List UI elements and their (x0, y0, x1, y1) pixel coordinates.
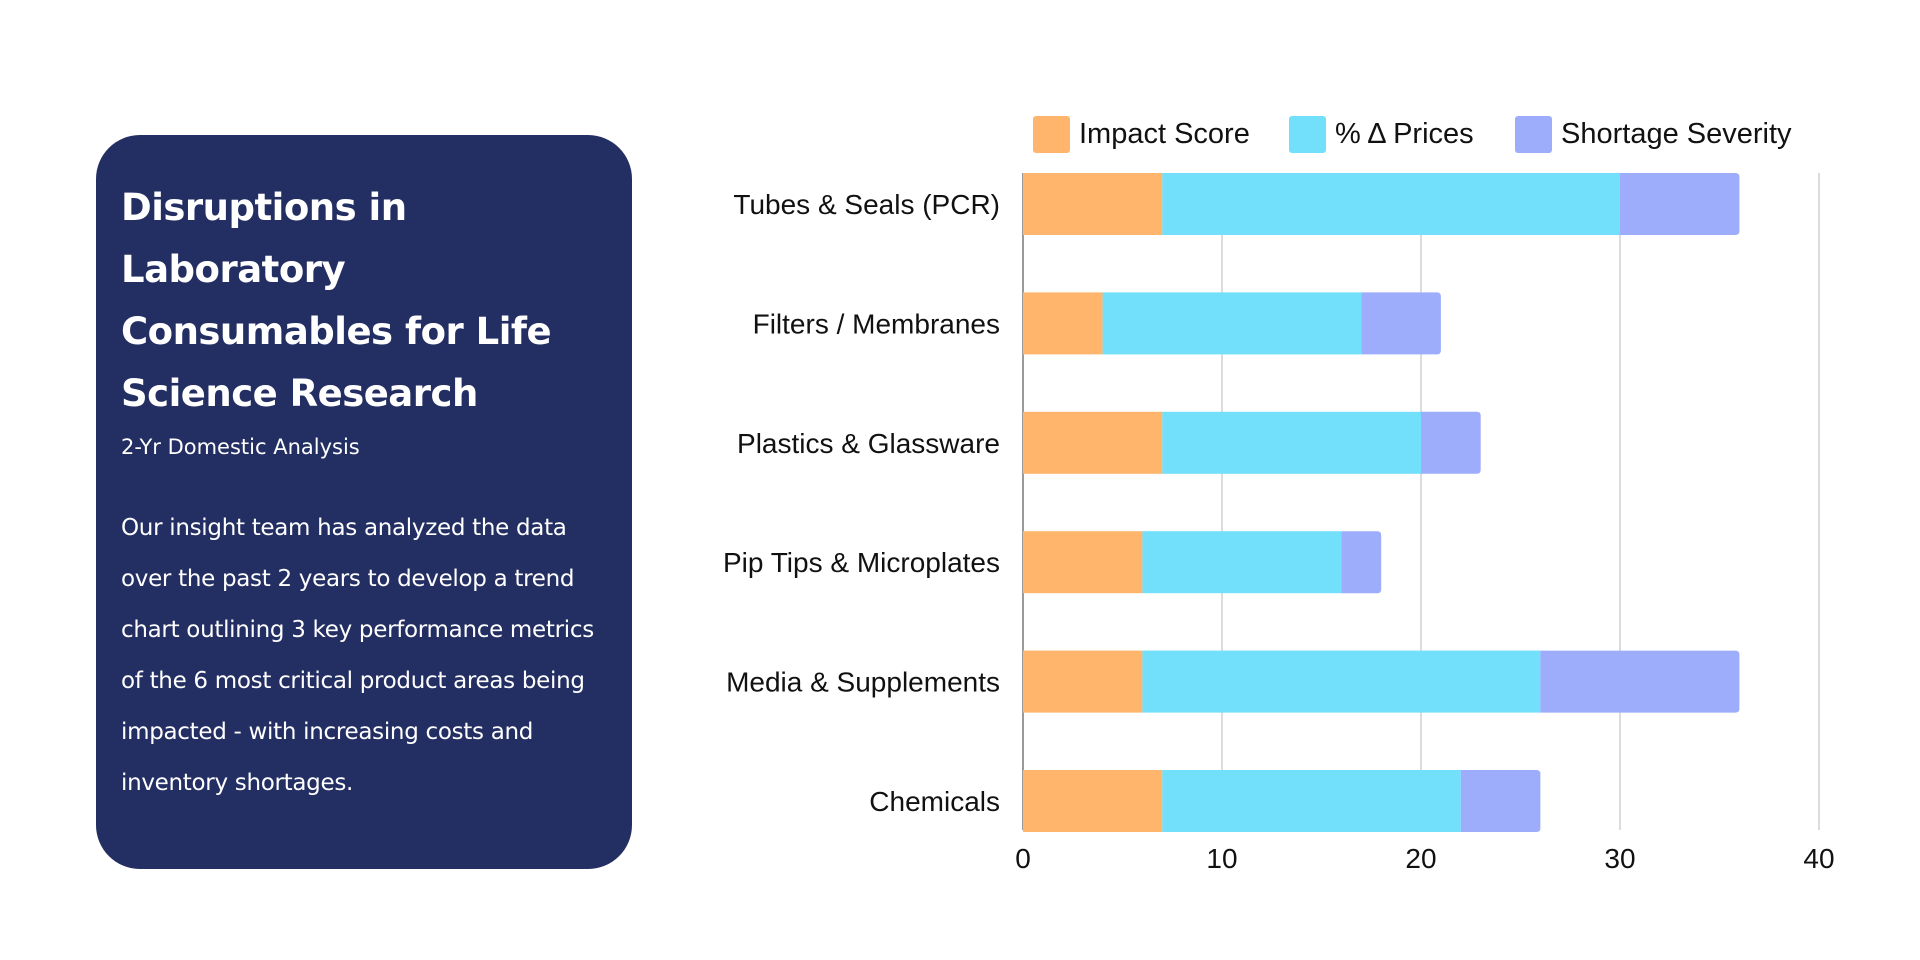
chart-bars (1023, 173, 1740, 832)
category-label: Pip Tips & Microplates (723, 547, 1000, 578)
bar-segment (1341, 531, 1382, 594)
card-body: Our insight team has analyzed the data o… (121, 515, 594, 796)
category-label: Chemicals (869, 786, 1000, 817)
bar-segment (1460, 770, 1541, 832)
category-labels: Tubes & Seals (PCR) Filters / Membranes Pl… (723, 189, 1000, 817)
info-card: Disruptions in Laboratory Consumables fo… (96, 135, 632, 869)
chart-legend: Impact Score % Δ Prices Shortage Severity (1033, 116, 1792, 153)
bar-segment (1023, 531, 1143, 594)
category-label: Plastics & Glassware (737, 428, 1000, 459)
bar-segment (1361, 292, 1441, 355)
bar-segment (1421, 411, 1481, 474)
category-label: Filters / Membranes (753, 308, 1000, 339)
x-tick-label: 40 (1803, 843, 1834, 874)
legend-swatch (1289, 116, 1326, 153)
bar-segment (1142, 650, 1541, 713)
legend-label: Impact Score (1079, 118, 1250, 150)
x-tick-label: 30 (1604, 843, 1635, 874)
legend-swatch (1515, 116, 1552, 153)
bar-segment (1142, 531, 1342, 594)
card-title: Disruptions in Laboratory Consumables fo… (121, 186, 552, 415)
x-axis-ticks: 0 10 20 30 40 (1015, 843, 1834, 874)
x-tick-label: 20 (1405, 843, 1436, 874)
legend-label: Shortage Severity (1561, 118, 1792, 150)
bar-segment (1023, 173, 1163, 235)
bar-segment (1023, 650, 1143, 713)
card-subtitle: 2-Yr Domestic Analysis (121, 435, 360, 459)
bar-segment (1023, 292, 1103, 355)
legend-label: % Δ Prices (1335, 118, 1474, 150)
bar-segment (1540, 650, 1740, 713)
bar-segment (1162, 411, 1421, 474)
x-tick-label: 0 (1015, 843, 1031, 874)
x-tick-label: 10 (1206, 843, 1237, 874)
bar-segment (1023, 411, 1163, 474)
bar-segment (1620, 173, 1740, 235)
bar-segment (1023, 770, 1163, 832)
chart-grid (1022, 173, 1820, 830)
bar-segment (1102, 292, 1362, 355)
legend-swatch (1033, 116, 1070, 153)
bar-segment (1162, 173, 1620, 235)
bar-segment (1162, 770, 1461, 832)
category-label: Tubes & Seals (PCR) (733, 189, 1000, 220)
category-label: Media & Supplements (726, 667, 1000, 698)
